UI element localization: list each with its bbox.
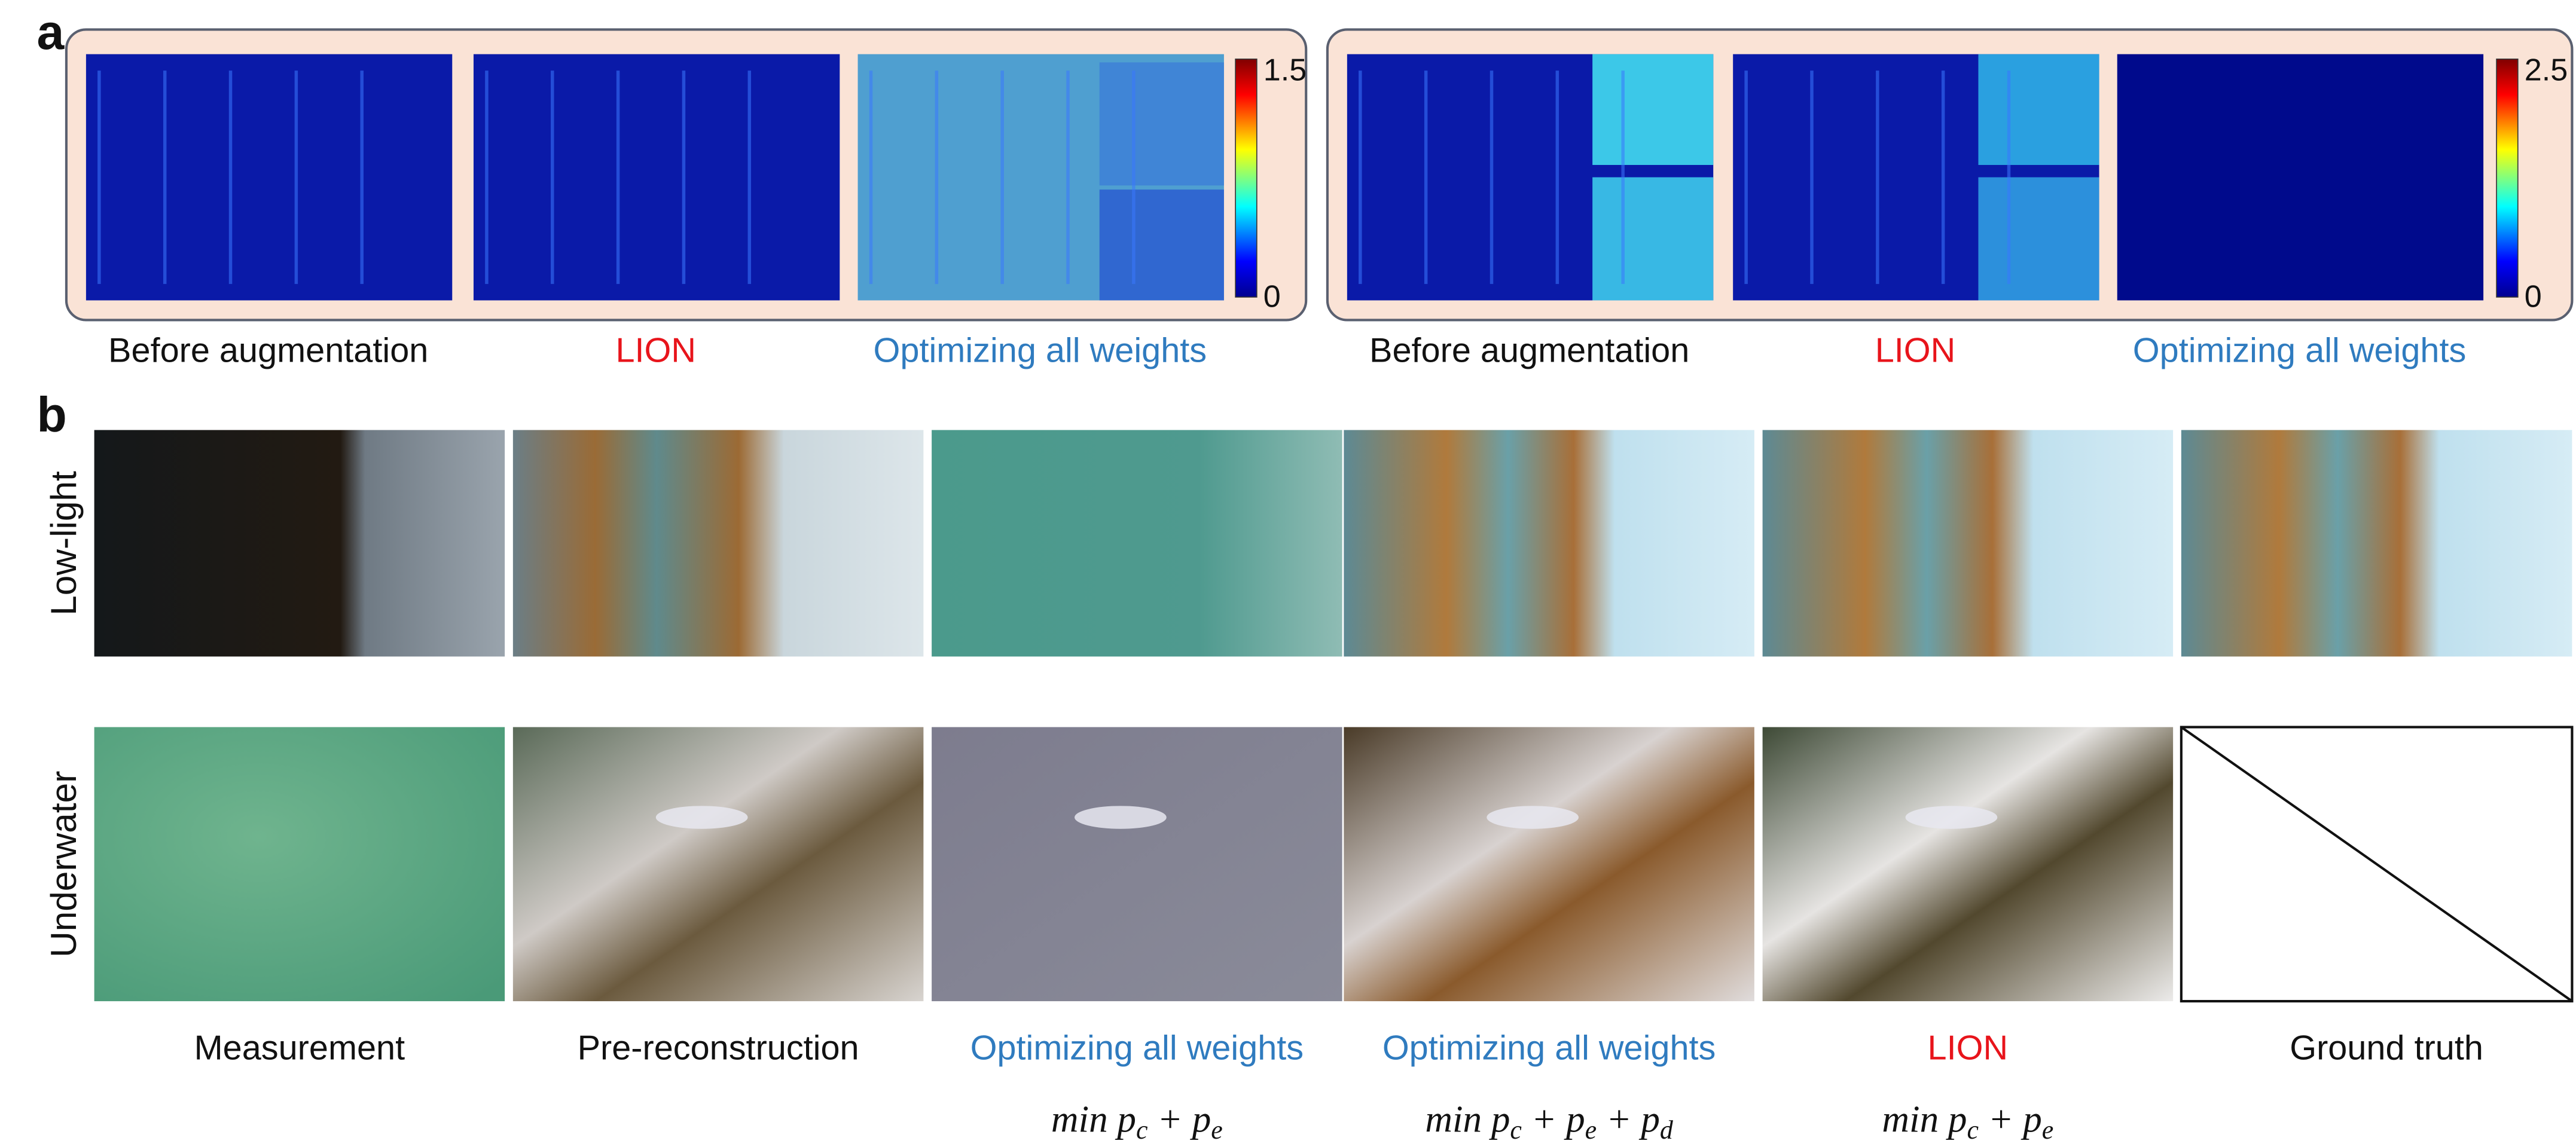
- caption: Optimizing all weights: [2133, 332, 2467, 370]
- formula: min pc + pe: [1051, 1098, 1223, 1144]
- image: [932, 430, 1342, 656]
- formula-text: + p: [1597, 1098, 1660, 1140]
- image-fish: [1906, 806, 1998, 828]
- colorbar-min: 0: [1263, 280, 1281, 314]
- heatmap-region: [1592, 178, 1713, 301]
- caption: Pre-reconstruction: [578, 1029, 859, 1067]
- image: [1344, 430, 1754, 656]
- heatmap-region: [1592, 54, 1713, 165]
- formula-subscript: e: [1585, 1115, 1597, 1144]
- caption: Ground truth: [2290, 1029, 2483, 1067]
- caption: Before augmentation: [1369, 332, 1689, 370]
- formula-text: min p: [1425, 1098, 1510, 1140]
- colorbar: [1235, 59, 1257, 297]
- figure: a Before augmentation LION Optimizing all w…: [0, 0, 2576, 1144]
- formula-subscript: c: [1510, 1115, 1522, 1144]
- caption: Before augmentation: [108, 332, 428, 370]
- caption: LION: [1928, 1029, 2009, 1067]
- heatmap: [474, 54, 840, 301]
- caption: LION: [615, 332, 696, 370]
- formula: min pc + pe + pd: [1425, 1098, 1674, 1144]
- image: [94, 430, 505, 656]
- heatmap-region: [1978, 178, 2099, 301]
- heatmap-region: [1100, 62, 1224, 185]
- colorbar-max: 2.5: [2525, 53, 2568, 88]
- colorbar: [2496, 59, 2518, 297]
- image: [1763, 727, 2174, 1002]
- formula-subscript: c: [1967, 1115, 1979, 1144]
- formula-subscript: e: [1211, 1115, 1223, 1144]
- image-fish: [656, 806, 748, 828]
- formula: min pc + pe: [1882, 1098, 2053, 1144]
- row-label: Underwater: [43, 771, 84, 958]
- caption: Optimizing all weights: [874, 332, 1207, 370]
- caption: Optimizing all weights: [970, 1029, 1304, 1067]
- image: [2181, 430, 2572, 656]
- formula-text: + p: [1979, 1098, 2042, 1140]
- image: [94, 727, 505, 1002]
- image-fish: [1075, 806, 1167, 828]
- caption: Measurement: [194, 1029, 405, 1067]
- image: [1763, 430, 2174, 656]
- formula-subscript: c: [1136, 1115, 1148, 1144]
- formula-text: min p: [1051, 1098, 1136, 1140]
- formula-subscript: d: [1660, 1115, 1674, 1144]
- image: [513, 430, 924, 656]
- heatmap: [2117, 54, 2483, 301]
- formula-text: min p: [1882, 1098, 1967, 1140]
- heatmap-region: [1978, 54, 2099, 165]
- colorbar-min: 0: [2525, 280, 2542, 314]
- colorbar-max: 1.5: [1263, 53, 1307, 88]
- panel-label: a: [37, 5, 65, 60]
- caption: Optimizing all weights: [1382, 1029, 1716, 1067]
- formula-subscript: e: [2042, 1115, 2054, 1144]
- formula-text: + p: [1148, 1098, 1211, 1140]
- heatmap-region: [1100, 189, 1224, 300]
- caption: LION: [1875, 332, 1956, 370]
- panel-label: b: [37, 387, 67, 442]
- image: [1344, 727, 1754, 1002]
- figure-content: a Before augmentation LION Optimizing all w…: [37, 5, 2572, 1144]
- image: [513, 727, 924, 1002]
- image-fish: [1487, 806, 1579, 828]
- row-label: Low-light: [43, 471, 84, 616]
- heatmap: [86, 54, 452, 301]
- image: [932, 727, 1342, 1002]
- formula-text: + p: [1522, 1098, 1585, 1140]
